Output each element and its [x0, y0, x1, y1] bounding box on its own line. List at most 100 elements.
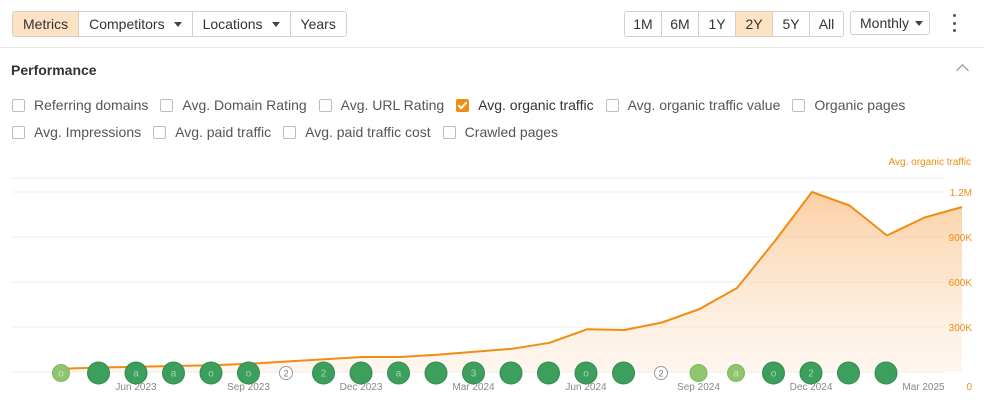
- marker-glyph: 3: [471, 369, 477, 380]
- update-marker[interactable]: o: [199, 361, 223, 385]
- kebab-menu-icon[interactable]: [950, 14, 958, 32]
- metric-label: Avg. Domain Rating: [182, 97, 307, 113]
- checkbox-icon[interactable]: [12, 125, 25, 139]
- y-tick-label: 900K: [949, 233, 973, 244]
- range-label: 1M: [633, 16, 653, 32]
- metric-avg-domain-rating[interactable]: Avg. Domain Rating: [160, 97, 307, 113]
- tab-locations[interactable]: Locations: [192, 12, 291, 36]
- checkbox-icon[interactable]: [442, 125, 456, 139]
- tab-competitors[interactable]: Competitors: [79, 12, 193, 36]
- range-1m[interactable]: 1M: [625, 12, 662, 36]
- tab-years[interactable]: Years: [290, 12, 346, 36]
- range-6m[interactable]: 6M: [662, 12, 699, 36]
- metrics-row-2: Avg. Impressions Avg. paid traffic Avg. pa…: [12, 124, 570, 140]
- marker-glyph: o: [771, 369, 777, 380]
- update-marker[interactable]: o: [237, 361, 260, 385]
- interval-dropdown[interactable]: Monthly: [850, 11, 930, 35]
- marker-glyph: a: [396, 369, 402, 380]
- traffic-area: [62, 192, 962, 372]
- update-marker[interactable]: [689, 364, 708, 382]
- marker-glyph: o: [208, 369, 214, 380]
- checkbox-icon[interactable]: [160, 98, 174, 112]
- update-marker[interactable]: [349, 361, 373, 385]
- marker-circle: [349, 361, 373, 385]
- metric-label: Avg. organic traffic value: [627, 97, 781, 113]
- marker-circle: [312, 361, 335, 385]
- marker-glyph: 2: [658, 369, 663, 379]
- update-marker[interactable]: [612, 361, 635, 385]
- metric-label: Avg. paid traffic: [175, 124, 272, 140]
- checkbox-icon[interactable]: [318, 98, 332, 112]
- checkbox-icon[interactable]: [12, 98, 25, 112]
- metric-avg-paid-traffic-cost[interactable]: Avg. paid traffic cost: [283, 124, 431, 140]
- update-marker[interactable]: o: [762, 361, 785, 385]
- metric-avg-organic-traffic-value[interactable]: Avg. organic traffic value: [605, 97, 781, 113]
- x-tick-label: Dec 2024: [790, 382, 833, 393]
- x-tick-label: Mar 2025: [902, 382, 945, 393]
- marker-circle: [762, 361, 785, 385]
- update-marker[interactable]: [537, 361, 560, 385]
- range-5y[interactable]: 5Y: [773, 12, 810, 36]
- metric-label: Referring domains: [34, 97, 149, 113]
- y-tick-label: 600K: [949, 278, 973, 289]
- update-marker[interactable]: [424, 361, 448, 385]
- y-tick-label: 300K: [949, 323, 973, 334]
- update-marker[interactable]: [874, 361, 898, 385]
- checkbox-icon[interactable]: [605, 98, 619, 112]
- update-marker[interactable]: a: [162, 361, 185, 385]
- x-tick-label: Jun 2023: [115, 382, 157, 393]
- marker-glyph: o: [246, 369, 252, 380]
- update-marker[interactable]: 2: [654, 366, 668, 380]
- update-marker[interactable]: 2: [799, 361, 823, 385]
- tab-label: Metrics: [23, 16, 69, 32]
- checkbox-icon[interactable]: [283, 125, 297, 139]
- metric-avg-paid-traffic[interactable]: Avg. paid traffic: [153, 124, 271, 140]
- marker-circle: [837, 361, 860, 385]
- checkbox-checked-icon[interactable]: [456, 98, 470, 112]
- x-tick-label: Dec 2023: [340, 382, 383, 393]
- metric-avg-url-rating[interactable]: Avg. URL Rating: [318, 97, 444, 113]
- interval-label: Monthly: [860, 15, 910, 31]
- checkbox-icon[interactable]: [792, 98, 806, 112]
- update-marker[interactable]: 2: [312, 361, 335, 385]
- marker-circle: [574, 361, 598, 385]
- marker-glyph: 2: [283, 369, 288, 379]
- marker-glyph: 2: [808, 369, 814, 380]
- metric-avg-impressions[interactable]: Avg. Impressions: [12, 124, 141, 140]
- update-marker[interactable]: a: [387, 361, 410, 385]
- update-marker[interactable]: o: [52, 364, 70, 382]
- range-label: 5Y: [782, 16, 800, 32]
- metric-label: Organic pages: [814, 97, 906, 113]
- marker-circle: [124, 361, 148, 385]
- metric-organic-pages[interactable]: Organic pages: [792, 97, 905, 113]
- metric-label: Crawled pages: [464, 124, 559, 140]
- range-label: All: [818, 16, 835, 32]
- update-marker[interactable]: 3: [462, 361, 485, 385]
- metric-avg-organic-traffic[interactable]: Avg. organic traffic: [456, 97, 594, 113]
- metric-label: Avg. organic traffic: [478, 97, 594, 113]
- range-label: 2Y: [745, 16, 763, 32]
- marker-circle: [874, 361, 898, 385]
- marker-circle: [87, 361, 110, 385]
- update-marker[interactable]: [87, 361, 110, 385]
- x-tick-label: Sep 2023: [227, 382, 270, 393]
- update-marker[interactable]: 2: [279, 366, 293, 380]
- range-2y[interactable]: 2Y: [736, 12, 773, 36]
- update-marker[interactable]: [837, 361, 860, 385]
- update-marker[interactable]: a: [727, 364, 745, 382]
- metric-crawled-pages[interactable]: Crawled pages: [442, 124, 559, 140]
- metric-referring-domains[interactable]: Referring domains: [12, 97, 148, 113]
- marker-circle: [424, 361, 448, 385]
- update-marker[interactable]: o: [574, 361, 598, 385]
- update-marker[interactable]: a: [124, 361, 148, 385]
- marker-glyph: a: [171, 369, 177, 380]
- tab-metrics[interactable]: Metrics: [13, 12, 80, 36]
- range-all[interactable]: All: [810, 12, 843, 36]
- range-1y[interactable]: 1Y: [699, 12, 736, 36]
- update-marker[interactable]: [499, 361, 523, 385]
- marker-circle: [387, 361, 410, 385]
- checkbox-icon[interactable]: [153, 125, 167, 139]
- y-tick-label: 0: [966, 382, 972, 393]
- marker-glyph: a: [733, 369, 739, 380]
